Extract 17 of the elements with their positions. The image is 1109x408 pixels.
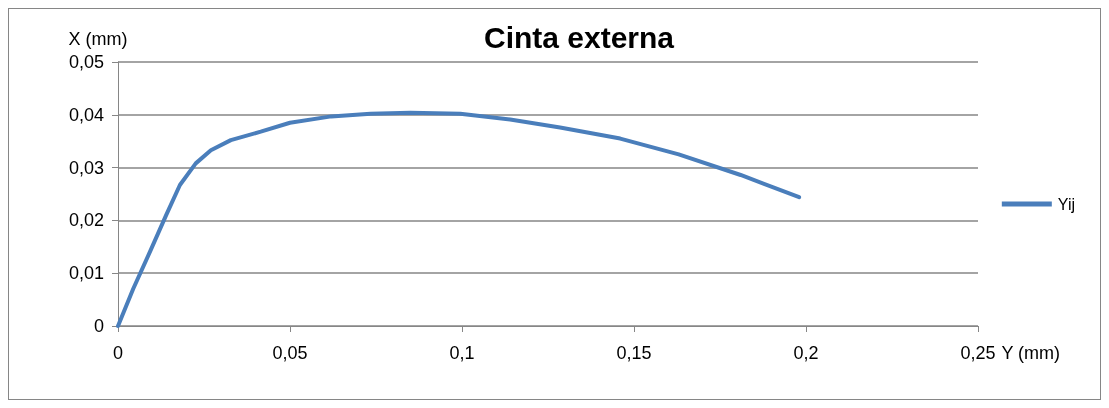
x-tick-label: 0,25 — [960, 343, 996, 363]
x-tick-label: 0 — [112, 343, 124, 363]
y-axis-title: X (mm) — [68, 29, 128, 49]
x-axis-title: Y (mm) — [1001, 343, 1061, 363]
x-tick-label: 0,1 — [449, 343, 475, 363]
x-tick-label: 0,15 — [616, 343, 652, 363]
x-tick-label: 0,2 — [793, 343, 819, 363]
chart-title: Cinta externa — [483, 20, 675, 54]
y-tick-label: 0,01 — [68, 263, 104, 284]
y-tick-label: 0,02 — [68, 210, 104, 231]
y-tick-label: 0 — [93, 316, 104, 336]
line-series — [116, 110, 802, 328]
y-tick-label: 0,03 — [68, 157, 104, 178]
x-tick-label: 0,05 — [272, 343, 308, 363]
legend-label: Yij — [1057, 195, 1075, 213]
y-tick-label: 0,04 — [68, 104, 104, 125]
y-tick-label: 0,05 — [68, 52, 104, 72]
